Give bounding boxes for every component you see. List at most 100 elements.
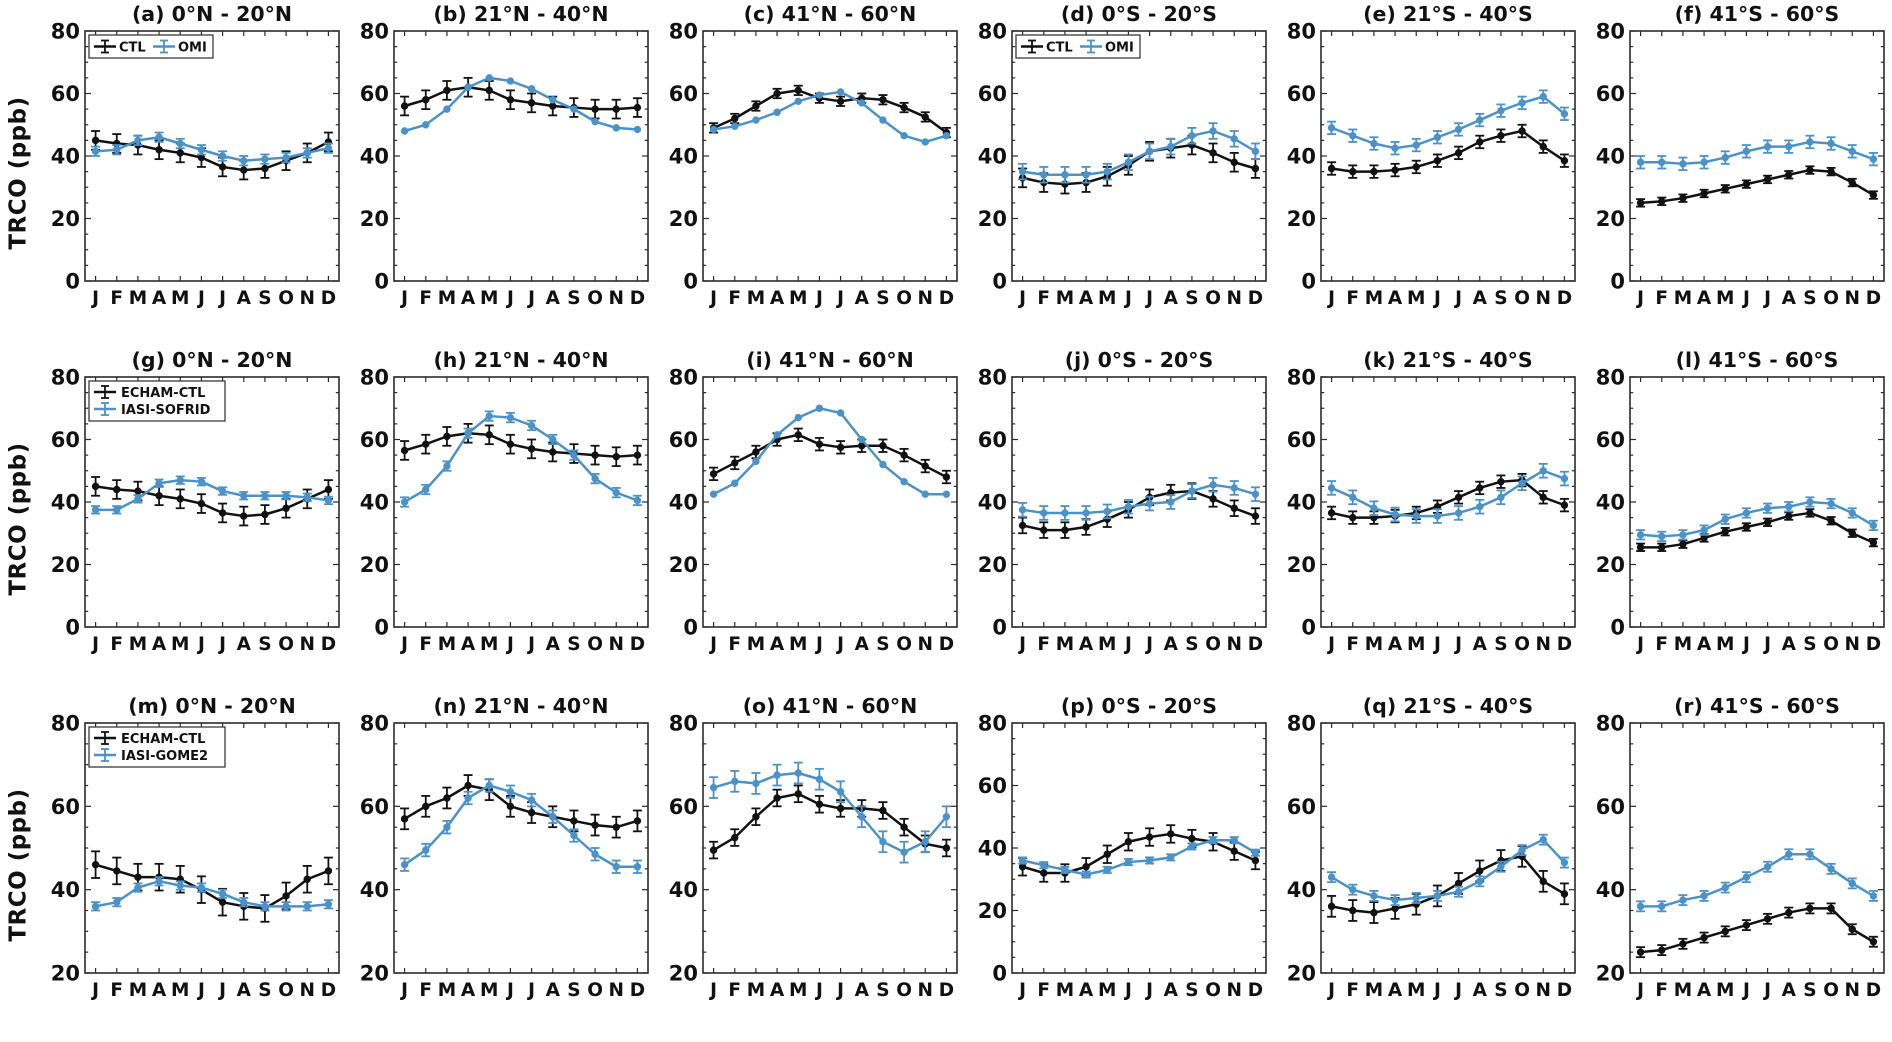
axis-ticks — [394, 30, 648, 282]
x-tick-label: A — [1079, 288, 1094, 309]
y-tick-label: 60 — [978, 774, 1007, 798]
legend: CTL OMI — [88, 34, 214, 59]
series-IASI-SOFRID — [1636, 496, 1878, 542]
x-tick-label: S — [567, 288, 580, 309]
y-tick-label: 20 — [978, 207, 1007, 231]
y-tick-label: 20 — [978, 553, 1007, 577]
y-tick-label: 80 — [360, 712, 389, 736]
x-tick-label: M — [1365, 288, 1383, 309]
x-tick-label: A — [1473, 634, 1488, 655]
x-tick-label: M — [1674, 980, 1692, 1001]
x-tick-label: M — [1716, 634, 1734, 655]
x-tick-label: A — [1782, 980, 1797, 1001]
x-tick-label: A — [1697, 980, 1712, 1001]
x-tick-label: J — [90, 980, 99, 1001]
series-IASI-GOME2 — [91, 876, 333, 912]
x-tick-label: D — [1557, 980, 1572, 1001]
y-axis-label-row1: TRCO (ppb) — [0, 0, 38, 346]
x-tick-label: O — [1205, 980, 1221, 1001]
x-tick-label: O — [896, 634, 912, 655]
x-tick-label: M — [1407, 634, 1425, 655]
x-tick-label: F — [1655, 634, 1668, 655]
y-tick-label: 40 — [978, 145, 1007, 169]
x-tick-label: O — [278, 288, 294, 309]
legend: ECHAM-CTL IASI-SOFRID — [88, 380, 226, 422]
x-tick-label: A — [461, 980, 476, 1001]
y-tick-label: 0 — [992, 270, 1007, 294]
x-tick-label: N — [300, 980, 315, 1001]
y-tick-label: 60 — [360, 795, 389, 819]
x-tick-label: J — [526, 980, 535, 1001]
y-tick-label: 40 — [1287, 491, 1316, 515]
y-tick-label: 80 — [51, 20, 80, 44]
series-IASI-GOME2 — [1636, 848, 1878, 913]
x-tick-label: S — [1494, 288, 1507, 309]
panel-q: (q) 21°S - 40°S 20 40 60 80 J F M A M J J A S O N D — [1274, 692, 1583, 1038]
panel-a: (a) 0°N - 20°N 0 20 40 60 80 J F M A M J J A S O N D CTL OM… — [38, 0, 347, 346]
y-tick-label: 60 — [669, 82, 698, 106]
panel-title: (f) 41°S - 60°S — [1675, 2, 1840, 26]
panel-h: (h) 21°N - 40°N 0 20 40 60 80 J F M A M J J A S O N D — [347, 346, 656, 692]
y-tick-label: 40 — [669, 878, 698, 902]
x-tick-label: M — [1407, 288, 1425, 309]
y-tick-label: 0 — [1610, 616, 1625, 640]
series-CTL — [400, 76, 642, 120]
y-tick-label: 0 — [1610, 270, 1625, 294]
series-OMI — [400, 74, 642, 135]
legend-label: ECHAM-CTL — [121, 732, 205, 747]
x-tick-label: S — [876, 980, 889, 1001]
x-tick-label: J — [1017, 288, 1026, 309]
x-tick-label: J — [217, 634, 226, 655]
x-tick-label: J — [1017, 634, 1026, 655]
axis-ticks — [1012, 30, 1266, 282]
y-tick-label: 40 — [360, 878, 389, 902]
x-tick-label: J — [196, 634, 205, 655]
figure-row-3: TRCO (ppb) (m) 0°N - 20°N 20 40 60 80 J F M A M J J… — [0, 692, 1892, 1038]
x-tick-label: D — [1557, 288, 1572, 309]
series-OMI — [709, 88, 951, 146]
x-tick-label: J — [1635, 288, 1644, 309]
y-tick-label: 20 — [978, 899, 1007, 923]
plot-box — [702, 30, 958, 282]
y-tick-label: 20 — [51, 962, 80, 986]
x-tick-label: S — [1185, 288, 1198, 309]
x-tick-label: J — [505, 634, 514, 655]
x-tick-label: J — [814, 288, 823, 309]
panel-title: (b) 21°N - 40°N — [433, 2, 608, 26]
panel-p: (p) 0°S - 20°S 0 20 40 60 80 J F M A M J J A S O N D — [965, 692, 1274, 1038]
x-tick-label: S — [1803, 634, 1816, 655]
y-tick-label: 0 — [1301, 270, 1316, 294]
y-tick-label: 0 — [1301, 616, 1316, 640]
y-tick-label: 0 — [992, 962, 1007, 986]
x-tick-label: S — [1185, 634, 1198, 655]
legend-label: OMI — [1105, 40, 1134, 55]
x-tick-label: N — [1536, 634, 1551, 655]
y-tick-label: 0 — [683, 270, 698, 294]
x-tick-label: O — [587, 980, 603, 1001]
y-tick-label: 80 — [360, 366, 389, 390]
x-tick-label: J — [1762, 288, 1771, 309]
y-tick-label: 60 — [1287, 428, 1316, 452]
plot-box — [393, 376, 649, 628]
y-tick-label: 60 — [51, 795, 80, 819]
x-tick-label: A — [1473, 288, 1488, 309]
x-tick-label: F — [1655, 980, 1668, 1001]
axis-ticks — [1321, 722, 1575, 974]
y-axis-label-text: TRCO (ppb) — [6, 96, 33, 250]
x-tick-label: A — [237, 980, 252, 1001]
x-tick-label: J — [1017, 980, 1026, 1001]
x-tick-label: M — [480, 288, 498, 309]
x-tick-label: M — [438, 980, 456, 1001]
x-tick-label: J — [1326, 634, 1335, 655]
panel-title: (p) 0°S - 20°S — [1061, 694, 1217, 718]
y-tick-label: 80 — [1596, 366, 1625, 390]
x-tick-label: J — [1762, 980, 1771, 1001]
x-tick-label: O — [278, 634, 294, 655]
x-tick-label: D — [630, 634, 645, 655]
series-CTL — [1327, 123, 1569, 179]
